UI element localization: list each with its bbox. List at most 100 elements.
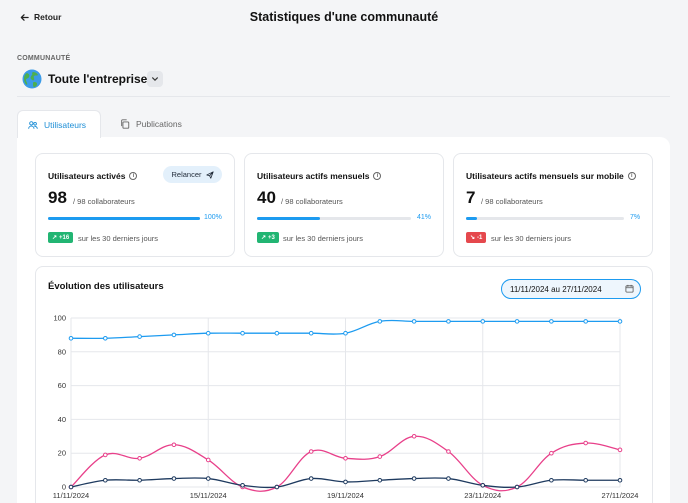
arrow-down-right-icon: ↘ [470,235,476,241]
data-point [103,452,108,458]
data-point [377,319,383,324]
data-point [617,447,623,453]
trend-value: -1 [477,234,483,241]
arrow-up-right-icon: ↗ [261,235,267,241]
data-point [411,319,417,324]
date-range-picker[interactable]: 11/11/2024 au 27/11/2024 [501,279,641,299]
data-point [240,330,245,336]
data-point [583,477,588,483]
card-value: 98 [48,188,67,207]
data-point [549,319,554,324]
back-label: Retour [34,12,62,22]
data-point [446,449,451,454]
trend-badge: ↘ -1 [466,232,487,243]
tab-utilisateurs[interactable]: Utilisateurs [17,110,101,138]
progress-fill [48,217,200,220]
calendar-icon [625,284,634,293]
data-point [377,477,383,483]
globe-icon [22,69,42,89]
progress-bar [48,217,200,220]
card-title-wrap: Utilisateurs actifs mensuels i [257,171,382,181]
chevron-down-icon [152,77,158,81]
community-dropdown-button[interactable] [147,71,163,87]
trend-badge: ↗ +3 [257,232,279,243]
chart-title: Évolution des utilisateurs [48,281,164,292]
data-point [240,483,245,488]
users-icon [28,120,38,129]
date-range-value: 11/11/2024 au 27/11/2024 [510,284,602,294]
data-point [171,332,177,338]
data-point [617,319,623,324]
relancer-label: Relancer [171,170,202,179]
card-title: Utilisateurs actifs mensuels sur mobile [466,171,624,181]
y-tick-label: 20 [58,449,66,458]
progress-fill [257,217,321,220]
y-tick-label: 100 [53,314,66,323]
community-name: Toute l'entreprise [48,72,148,86]
data-point [514,319,520,324]
stat-card-activated-users: Utilisateurs activés i Relancer 98 / 98 … [35,153,235,257]
data-point [343,455,348,461]
progress-percent: 100% [204,214,222,221]
data-point [103,335,108,341]
data-point [137,477,142,483]
x-tick-label: 23/11/2024 [464,491,501,500]
data-point [446,476,451,481]
data-point [480,319,486,324]
data-point [103,477,108,483]
card-title: Utilisateurs actifs mensuels [257,171,370,181]
data-point [480,483,486,488]
info-icon[interactable]: i [129,172,138,180]
card-subtext: / 98 collaborateurs [73,197,135,206]
trend-value: +16 [59,234,70,241]
trend-label: sur les 30 derniers jours [491,234,572,243]
data-point [411,434,417,439]
data-point [617,477,623,483]
stat-card-monthly-active-users: Utilisateurs actifs mensuels i 40 / 98 c… [244,153,444,257]
trend-label: sur les 30 derniers jours [78,234,159,243]
card-title-wrap: Utilisateurs activés i [48,171,138,181]
top-bar: Retour Statistiques d'une communauté [0,0,688,38]
progress-bar [257,217,411,220]
relancer-button[interactable]: Relancer [163,166,222,183]
data-point [308,449,314,454]
stat-card-mobile-monthly-active-users: Utilisateurs actifs mensuels sur mobile … [453,153,653,257]
card-title: Utilisateurs activés [48,171,126,181]
back-button[interactable]: Retour [20,12,61,22]
data-point [68,335,74,341]
card-value: 40 [257,188,276,207]
data-point [205,330,211,336]
progress-bar [466,217,624,220]
tab-label: Publications [136,119,182,129]
x-tick-label: 19/11/2024 [327,491,364,500]
data-point [205,457,211,463]
y-tick-label: 60 [58,381,66,390]
info-icon[interactable]: i [627,172,636,180]
page-title: Statistiques d'une communauté [249,10,439,24]
community-label: COMMUNAUTÉ [17,55,71,62]
y-tick-label: 40 [58,415,66,424]
data-point [446,319,451,324]
copy-icon [121,119,130,129]
data-point [411,476,417,481]
data-point [514,484,520,490]
data-point [549,450,554,456]
card-title-wrap: Utilisateurs actifs mensuels sur mobile … [466,171,636,181]
data-point [343,479,348,485]
data-point [308,476,314,481]
progress-fill [466,217,478,220]
chart-card: Évolution des utilisateurs 11/11/2024 au… [35,266,653,503]
data-point [549,477,554,483]
data-point [137,455,142,461]
divider [17,96,670,97]
send-icon [205,170,214,179]
tab-publications[interactable]: Publications [110,110,192,138]
data-point [377,454,383,459]
progress-percent: 41% [417,214,432,221]
trend-value: +3 [268,234,275,241]
y-tick-label: 80 [58,347,66,356]
x-tick-label: 11/11/2024 [53,491,89,500]
info-icon[interactable]: i [373,172,382,180]
data-point [343,330,348,336]
arrow-left-icon [20,13,29,21]
